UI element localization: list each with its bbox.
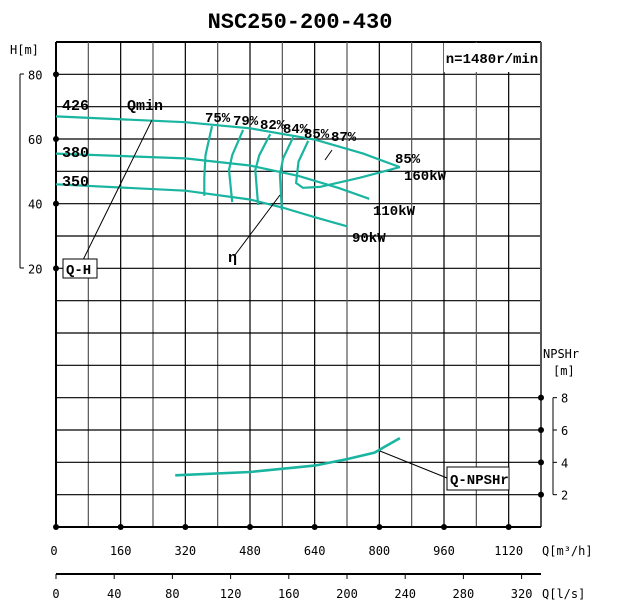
x2-tick-label: 320 bbox=[511, 587, 533, 601]
qh-label-box bbox=[62, 258, 98, 279]
y2-tick-dot bbox=[538, 491, 544, 498]
y-axis-label: H[m] bbox=[10, 43, 39, 57]
x-tick-dot bbox=[182, 524, 189, 530]
y2-tick-label: 4 bbox=[561, 456, 568, 470]
y-tick-dot bbox=[53, 265, 59, 272]
y2-tick-dot bbox=[538, 427, 544, 433]
head-curve-426 bbox=[55, 115, 401, 169]
efficiency-label: 85% bbox=[304, 127, 330, 143]
pointer-line bbox=[324, 149, 333, 161]
qmin-label: Qmin bbox=[127, 98, 163, 115]
x-tick-label: 160 bbox=[110, 544, 132, 558]
efficiency-label: 87% bbox=[331, 130, 357, 146]
x-tick-dot bbox=[311, 524, 318, 530]
pointer-line bbox=[379, 450, 448, 479]
y2-tick-label: 2 bbox=[561, 489, 568, 503]
x2-tick-label: 280 bbox=[453, 587, 475, 601]
power-label: 110kW bbox=[373, 204, 416, 220]
x2-tick-label: 40 bbox=[107, 587, 121, 601]
head-curve-350 bbox=[55, 183, 348, 228]
y-tick-label: 80 bbox=[28, 68, 42, 82]
x2-tick-label: 240 bbox=[394, 587, 416, 601]
y-tick-label: 60 bbox=[28, 133, 42, 147]
x-tick-label: 640 bbox=[304, 544, 326, 558]
x-tick-dot bbox=[505, 524, 512, 530]
efficiency-label: 82% bbox=[260, 118, 286, 134]
x-tick-label: 0 bbox=[50, 544, 57, 558]
efficiency-label: 79% bbox=[233, 114, 259, 130]
speed-box bbox=[444, 43, 540, 72]
npshr-label-box bbox=[446, 466, 510, 491]
power-label: 90kW bbox=[352, 231, 386, 247]
efficiency-curve-82% bbox=[254, 133, 272, 206]
x-tick-label: 480 bbox=[239, 544, 261, 558]
curves bbox=[55, 115, 448, 479]
y-tick-label: 20 bbox=[28, 262, 42, 276]
x2-tick-label: 80 bbox=[165, 587, 179, 601]
impeller-diameter-label: 380 bbox=[62, 145, 89, 162]
grid bbox=[55, 41, 542, 528]
y2-axis-label: NPSHr bbox=[543, 347, 579, 361]
qh-label: Q-H bbox=[66, 263, 91, 279]
power-label: 160kW bbox=[404, 169, 447, 185]
x-tick-label: 320 bbox=[174, 544, 196, 558]
x-tick-label: 1120 bbox=[494, 544, 523, 558]
y2-tick-label: 8 bbox=[561, 392, 568, 406]
x-tick-label: 960 bbox=[433, 544, 455, 558]
labels: n=1480r/min 426 380 350 160kW 110kW 90kW 75% 79%… bbox=[62, 52, 538, 491]
x2-tick-label: 200 bbox=[336, 587, 358, 601]
npshr-curve bbox=[175, 436, 401, 477]
efficiency-curve-75% bbox=[203, 125, 214, 196]
y2-tick-dot bbox=[538, 459, 544, 466]
speed-label: n=1480r/min bbox=[446, 52, 538, 68]
x2-tick-label: 160 bbox=[278, 587, 300, 601]
x2-axis-label: Q[l/s] bbox=[542, 587, 585, 601]
x2-tick-label: 0 bbox=[52, 587, 59, 601]
chart-title: NSC250-200-430 bbox=[208, 10, 393, 35]
pointer-line bbox=[234, 194, 281, 256]
x-tick-dot bbox=[247, 524, 253, 530]
x-axis-label: Q[m³/h] bbox=[542, 544, 593, 558]
x-tick-dot bbox=[53, 524, 59, 530]
x-tick-dot bbox=[376, 524, 383, 530]
y-tick-dot bbox=[53, 136, 59, 142]
x-tick-label: 800 bbox=[368, 544, 390, 558]
y2-tick-label: 6 bbox=[561, 424, 568, 438]
y-tick-dot bbox=[53, 71, 59, 78]
impeller-diameter-label: 350 bbox=[62, 174, 89, 191]
x-tick-dot bbox=[441, 524, 447, 530]
npshr-label: Q-NPSHr bbox=[450, 473, 509, 489]
impeller-diameter-label: 426 bbox=[62, 98, 89, 115]
x-tick-dot bbox=[117, 524, 124, 530]
efficiency-curve-79% bbox=[227, 129, 245, 203]
y-tick-dot bbox=[53, 200, 59, 207]
eta-label: η bbox=[228, 250, 237, 267]
efficiency-curve-84% bbox=[278, 136, 295, 211]
head-curve-380 bbox=[55, 152, 370, 200]
y2-tick-dot bbox=[538, 394, 544, 401]
efficiency-label: 84% bbox=[283, 122, 309, 138]
efficiency-label: 75% bbox=[205, 111, 231, 127]
x2-tick-label: 120 bbox=[220, 587, 242, 601]
pointer-line bbox=[81, 119, 153, 263]
y-tick-label: 40 bbox=[28, 198, 42, 212]
y2-axis-unit: [m] bbox=[553, 364, 575, 378]
efficiency-curve-85% bbox=[294, 140, 401, 189]
efficiency-label: 85% bbox=[395, 152, 421, 168]
